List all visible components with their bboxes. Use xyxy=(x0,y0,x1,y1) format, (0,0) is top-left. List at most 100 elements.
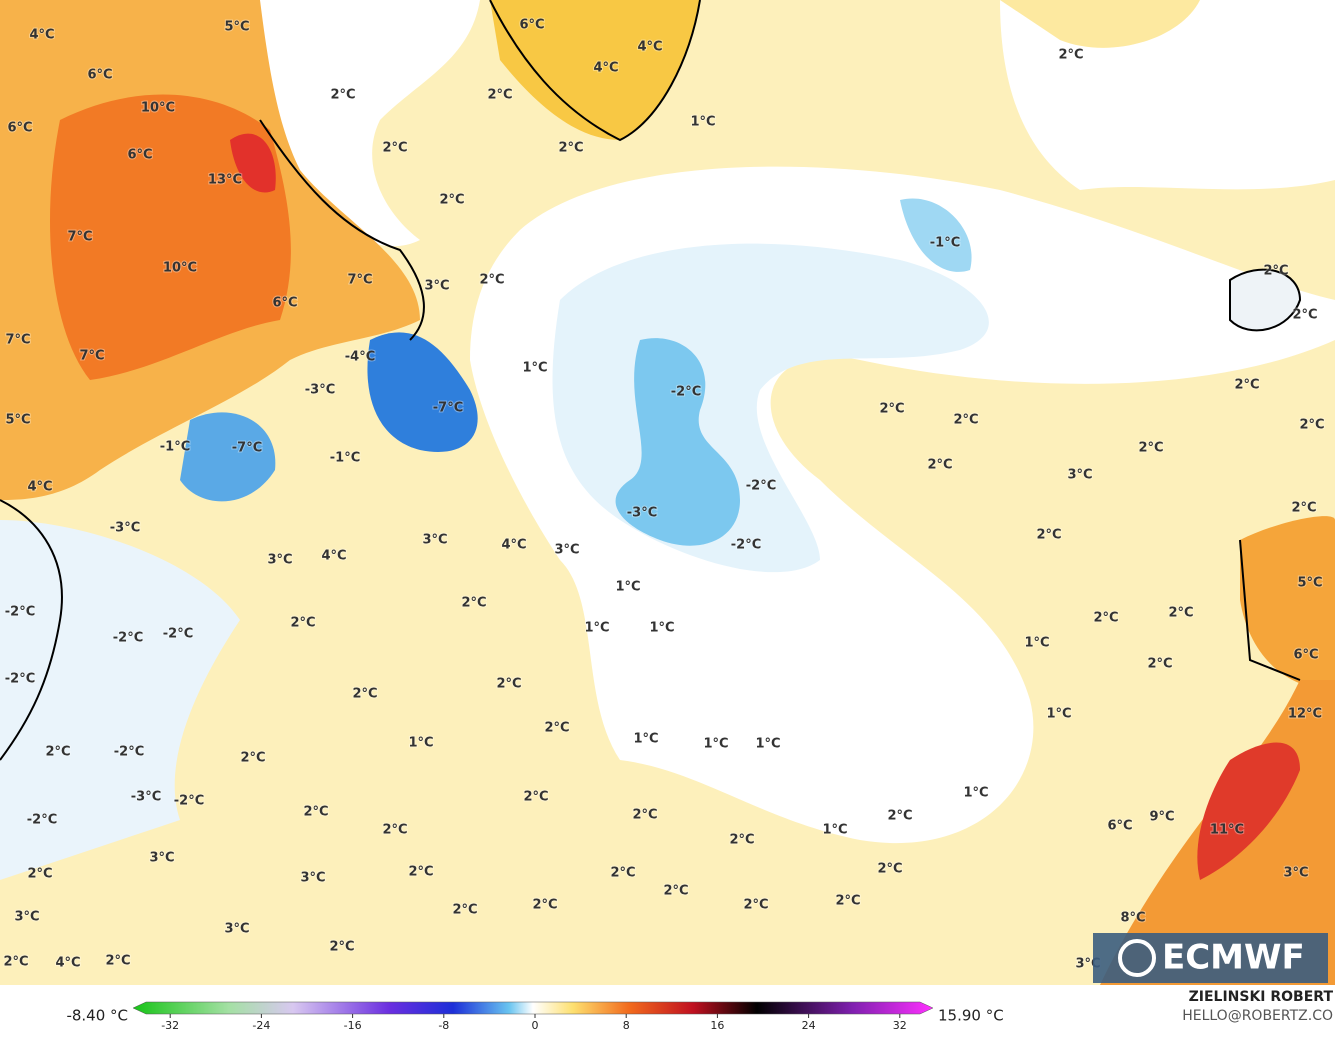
temperature-label: -3°C xyxy=(305,383,335,398)
temperature-label: 2°C xyxy=(927,458,952,473)
coastline xyxy=(0,499,63,761)
temperature-label: 2°C xyxy=(1299,418,1324,433)
temperature-label: 3°C xyxy=(14,910,39,925)
temperature-label: 2°C xyxy=(523,790,548,805)
temperature-label: 2°C xyxy=(352,687,377,702)
temperature-label: -1°C xyxy=(930,236,960,251)
temperature-label: 2°C xyxy=(1138,441,1163,456)
temperature-label: -1°C xyxy=(160,440,190,455)
temperature-label: 2°C xyxy=(479,273,504,288)
temperature-label: 4°C xyxy=(593,61,618,76)
credit-email: HELLO@ROBERTZ.CO xyxy=(1182,1008,1333,1024)
temperature-label: 1°C xyxy=(615,580,640,595)
colorbar-tick-label: 16 xyxy=(710,1019,724,1032)
colorbar-tick-label: -32 xyxy=(161,1019,179,1032)
colorbar-tick-label: -8 xyxy=(438,1019,449,1032)
colorbar xyxy=(132,1001,934,1015)
temperature-label: 10°C xyxy=(141,101,175,116)
colorbar-tick-label: -16 xyxy=(344,1019,362,1032)
temperature-label: 2°C xyxy=(887,809,912,824)
temperature-label: 2°C xyxy=(663,884,688,899)
temperature-label: 1°C xyxy=(633,732,658,747)
hot-land xyxy=(1197,742,1300,880)
temperature-label: 1°C xyxy=(1024,636,1049,651)
logo-box: ECMWF xyxy=(1093,933,1328,983)
temperature-label: 2°C xyxy=(1291,501,1316,516)
temperature-label: 5°C xyxy=(224,20,249,35)
temperature-label: -2°C xyxy=(5,672,35,687)
temperature-label: 1°C xyxy=(584,621,609,636)
temperature-label: 2°C xyxy=(729,833,754,848)
coastline xyxy=(1239,539,1301,681)
temperature-label: 6°C xyxy=(7,121,32,136)
temperature-label: -3°C xyxy=(627,506,657,521)
temperature-label: 2°C xyxy=(330,88,355,103)
credit-name: ZIELINSKI ROBERT xyxy=(1189,989,1334,1005)
land-outline xyxy=(1229,268,1302,332)
temperature-label: 2°C xyxy=(1147,657,1172,672)
coastline xyxy=(259,119,425,341)
temperature-label: 4°C xyxy=(501,538,526,553)
temperature-label: 2°C xyxy=(461,596,486,611)
cold-land xyxy=(367,332,478,452)
temperature-label: 2°C xyxy=(1292,308,1317,323)
temperature-label: -3°C xyxy=(110,521,140,536)
temperature-label: 11°C xyxy=(1210,823,1244,838)
temperature-label: 1°C xyxy=(649,621,674,636)
temperature-label: 6°C xyxy=(127,148,152,163)
temperature-label: 2°C xyxy=(27,867,52,882)
temperature-label: 2°C xyxy=(879,402,904,417)
temperature-label: 10°C xyxy=(163,261,197,276)
temperature-label: 1°C xyxy=(408,736,433,751)
temperature-label: -2°C xyxy=(5,605,35,620)
colorbar-min: -8.40 °C xyxy=(66,1007,128,1025)
temperature-label: 2°C xyxy=(558,141,583,156)
temperature-label: 2°C xyxy=(632,808,657,823)
temperature-label: 2°C xyxy=(1263,264,1288,279)
temperature-label: 7°C xyxy=(5,333,30,348)
coastline xyxy=(489,0,701,142)
temperature-label: 3°C xyxy=(224,922,249,937)
temperature-label: 3°C xyxy=(424,279,449,294)
temperature-label: 2°C xyxy=(877,862,902,877)
temperature-label: -2°C xyxy=(746,479,776,494)
temperature-label: 7°C xyxy=(79,349,104,364)
temperature-label: 4°C xyxy=(29,28,54,43)
temperature-label: -7°C xyxy=(232,441,262,456)
temperature-label: 1°C xyxy=(522,361,547,376)
temperature-label: 4°C xyxy=(321,549,346,564)
temperature-label: 2°C xyxy=(532,898,557,913)
temperature-label: 2°C xyxy=(290,616,315,631)
temperature-label: 2°C xyxy=(382,141,407,156)
temperature-label: 2°C xyxy=(496,677,521,692)
temperature-label: 2°C xyxy=(487,88,512,103)
colorbar-tick-label: 0 xyxy=(532,1019,539,1032)
colorbar-tick-label: 32 xyxy=(893,1019,907,1032)
colorbar-tick-label: -24 xyxy=(252,1019,270,1032)
warm-land xyxy=(490,0,700,140)
temperature-label: -1°C xyxy=(330,451,360,466)
temperature-label: 1°C xyxy=(690,115,715,130)
temperature-label: 6°C xyxy=(519,18,544,33)
temperature-label: 2°C xyxy=(105,954,130,969)
temperature-label: 2°C xyxy=(439,193,464,208)
logo-text: ECMWF xyxy=(1162,938,1305,978)
temperature-label: 2°C xyxy=(544,721,569,736)
cold-zone xyxy=(615,338,740,546)
temperature-label: 4°C xyxy=(55,956,80,971)
temperature-label: 5°C xyxy=(5,413,30,428)
colorbar-tick-label: 24 xyxy=(802,1019,816,1032)
temperature-label: 1°C xyxy=(1046,707,1071,722)
temperature-label: 2°C xyxy=(1036,528,1061,543)
temperature-label: 4°C xyxy=(637,40,662,55)
temperature-label: 2°C xyxy=(1168,606,1193,621)
temperature-label: 13°C xyxy=(208,173,242,188)
temperature-label: 5°C xyxy=(1297,576,1322,591)
temperature-label: 2°C xyxy=(329,940,354,955)
temperature-label: 3°C xyxy=(267,553,292,568)
temperature-label: -7°C xyxy=(433,401,463,416)
temperature-label: 9°C xyxy=(1149,810,1174,825)
temperature-label: -2°C xyxy=(671,385,701,400)
temperature-label: 3°C xyxy=(1067,468,1092,483)
